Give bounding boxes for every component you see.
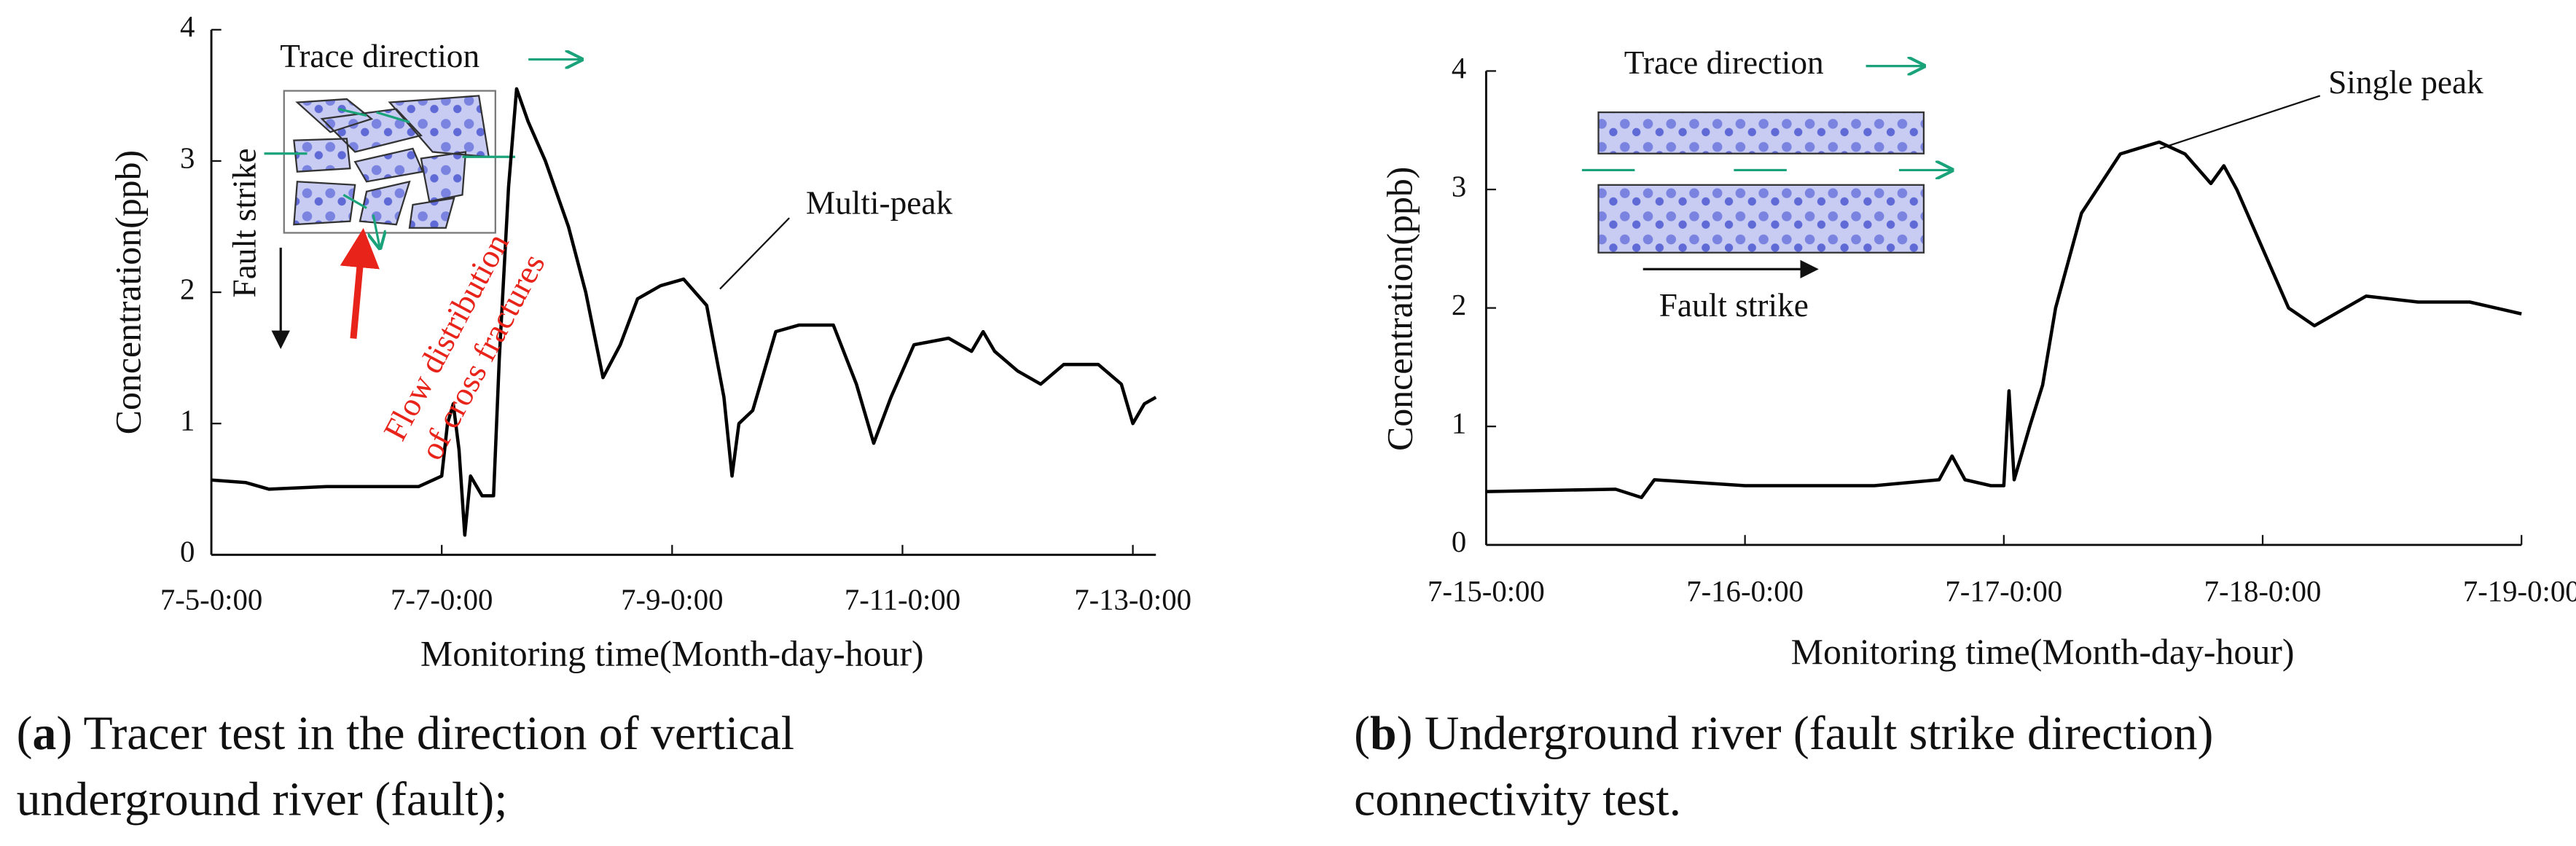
chart: 0 1 2 3 4 7-15-0:00 7-16-0:00 7-17-0:00 7-18-0:0…	[1354, 44, 2576, 826]
x-tick-label: 7-11-0:00	[845, 583, 960, 616]
x-tick-label: 7-16-0:00	[1686, 575, 1804, 608]
caption: connectivity test.	[1354, 773, 1681, 826]
caption: underground river (fault);	[17, 773, 508, 826]
x-tick-label: 7-7-0:00	[391, 583, 493, 616]
x-tick-label: 7-18-0:00	[2204, 575, 2322, 608]
y-tick-label: 0	[1452, 525, 1466, 558]
y-tick-label: 4	[1452, 52, 1466, 85]
x-tick-label: 7-17-0:00	[1945, 575, 2062, 608]
flow-pointer	[340, 227, 380, 339]
caption-part: (	[17, 707, 33, 760]
y-tick-label: 1	[180, 404, 195, 437]
caption: (a) Tracer test in the direction of vert…	[17, 707, 794, 760]
annotation: Single peak	[2328, 64, 2483, 101]
inset-b	[1581, 66, 2321, 279]
x-axis-label: Monitoring time(Month-day-hour)	[420, 633, 924, 673]
caption: (b) Underground river (fault strike dire…	[1354, 707, 2213, 760]
x-tick-label: 7-5-0:00	[160, 583, 262, 616]
channel-bottom	[1597, 184, 1925, 254]
y-tick-label: 2	[180, 273, 195, 305]
y-tick-label: 3	[180, 141, 195, 174]
x-tick-label: 7-19-0:00	[2463, 575, 2576, 608]
annotation: Trace direction	[1624, 44, 1824, 81]
channel-top	[1597, 111, 1925, 154]
y-tick-label: 3	[1452, 170, 1466, 203]
x-tick-label: 7-13-0:00	[1074, 583, 1191, 616]
flow-arrows	[264, 108, 515, 248]
caption-part: (	[1354, 707, 1370, 760]
peak-leader	[2159, 95, 2321, 150]
y-tick-label: 1	[1452, 407, 1466, 440]
x-axis-label: Monitoring time(Month-day-hour)	[1791, 632, 2295, 672]
y-axis-label: Concentration(ppb)	[1380, 167, 1420, 451]
annotation: Fault strike	[226, 148, 262, 297]
inset-a	[264, 60, 790, 350]
annotation: Multi-peak	[806, 185, 953, 222]
y-tick-label: 4	[180, 10, 195, 43]
y-tick-label: 2	[1452, 289, 1466, 321]
caption-part: ) Underground river (fault strike direct…	[1397, 707, 2214, 760]
data-line	[211, 87, 1157, 537]
x-tick-label: 7-9-0:00	[621, 583, 723, 616]
caption-part: a	[33, 707, 57, 760]
caption-part: ) Tracer test in the direction of vertic…	[56, 707, 794, 760]
annotation: Fault strike	[1659, 287, 1809, 324]
fracture-blocks	[293, 95, 490, 229]
y-tick-label: 0	[180, 536, 195, 568]
x-tick-label: 7-15-0:00	[1428, 575, 1545, 608]
caption-part: b	[1370, 707, 1397, 760]
data-line	[1486, 140, 2522, 500]
annotation: Trace direction	[280, 38, 479, 74]
chart: 0 1 2 3 4 7-5-0:00 7-7-0:00 7-9-0:00 7-11-0:00 7-…	[17, 10, 1191, 826]
y-axis-label: Concentration(ppb)	[109, 150, 149, 434]
peak-leader	[719, 217, 790, 290]
